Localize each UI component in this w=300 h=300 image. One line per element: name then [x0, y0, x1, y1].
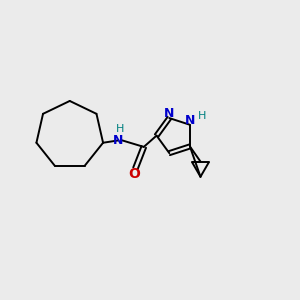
- Text: H: H: [116, 124, 124, 134]
- Text: N: N: [164, 107, 175, 120]
- Text: N: N: [113, 134, 124, 147]
- Text: O: O: [128, 167, 140, 181]
- Text: N: N: [185, 114, 196, 127]
- Text: H: H: [198, 112, 207, 122]
